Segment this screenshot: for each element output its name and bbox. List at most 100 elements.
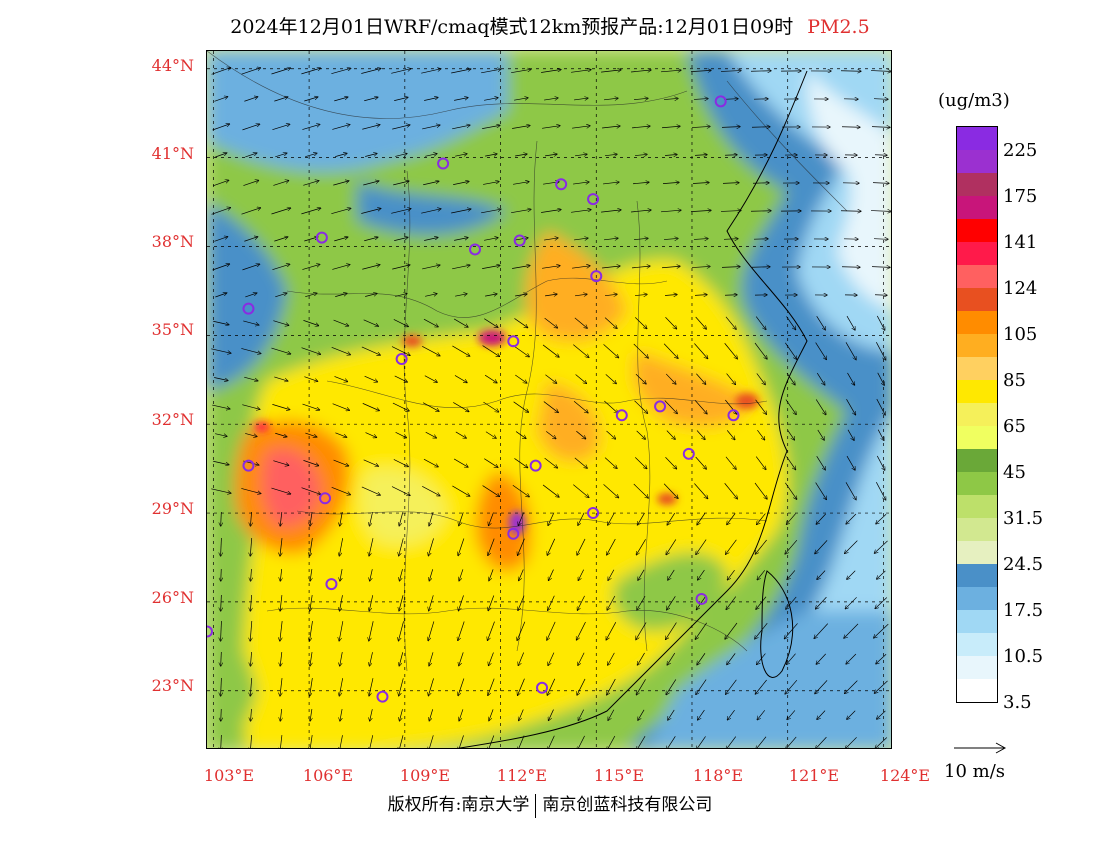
wind-arrow bbox=[874, 680, 888, 693]
wind-arrow bbox=[634, 294, 647, 295]
wind-arrow bbox=[721, 267, 740, 268]
wind-arrow bbox=[633, 182, 649, 184]
wind-arrow bbox=[578, 652, 585, 666]
wind-arrow bbox=[280, 735, 282, 748]
wind-arrow bbox=[489, 652, 494, 665]
wind-arrow bbox=[724, 483, 738, 499]
wind-arrow bbox=[393, 319, 408, 326]
wind-arrow bbox=[755, 316, 766, 330]
wind-arrow bbox=[214, 97, 227, 102]
wind-arrow bbox=[666, 539, 677, 554]
wind-arrow bbox=[452, 125, 470, 130]
wind-arrow bbox=[877, 570, 886, 579]
wind-arrow bbox=[399, 569, 403, 581]
colorbar-swatch bbox=[957, 426, 997, 449]
wind-arrow bbox=[756, 596, 767, 609]
wind-arrow bbox=[608, 512, 615, 525]
wind-arrow bbox=[727, 513, 736, 524]
wind-arrow bbox=[335, 293, 347, 297]
wind-arrow bbox=[271, 347, 290, 354]
wind-arrow bbox=[691, 266, 710, 267]
wind-arrow bbox=[273, 181, 288, 186]
wind-arrow bbox=[489, 512, 494, 525]
wind-arrow bbox=[845, 737, 857, 748]
wind-arrow bbox=[304, 97, 317, 102]
wind-arrow bbox=[221, 537, 222, 556]
city-marker bbox=[587, 193, 600, 206]
wind-arrow bbox=[459, 709, 464, 720]
wind-arrow bbox=[310, 678, 313, 696]
wind-arrow bbox=[302, 124, 319, 130]
wind-arrow bbox=[544, 98, 558, 100]
wind-arrow bbox=[483, 401, 498, 412]
wind-arrow bbox=[302, 403, 320, 410]
wind-arrow bbox=[272, 264, 289, 271]
wind-arrow bbox=[571, 210, 591, 213]
wind-arrow bbox=[846, 455, 855, 470]
colorbar-swatch bbox=[957, 242, 997, 265]
wind-arrow bbox=[603, 344, 619, 357]
wind-arrow bbox=[331, 347, 351, 354]
colorbar-label: 175 bbox=[1003, 186, 1038, 207]
wind-arrow bbox=[428, 678, 434, 695]
city-markers bbox=[207, 95, 740, 703]
wind-arrow bbox=[601, 70, 621, 73]
wind-arrow bbox=[695, 456, 707, 469]
wind-arrow bbox=[512, 344, 529, 356]
wind-arrow bbox=[340, 569, 342, 581]
city-marker bbox=[376, 690, 389, 703]
wind-arrow bbox=[391, 346, 410, 356]
wind-arrow bbox=[518, 512, 525, 526]
wind-arrow bbox=[422, 345, 440, 355]
wind-arrow bbox=[304, 237, 317, 242]
wind-arrow bbox=[423, 181, 439, 186]
wind-arrow bbox=[515, 154, 527, 156]
wind-arrow bbox=[361, 346, 380, 355]
wind-arrow bbox=[542, 484, 559, 497]
wind-arrow bbox=[816, 736, 827, 748]
wind-arrow bbox=[604, 294, 617, 295]
wind-arrow bbox=[573, 484, 588, 498]
wind-arrow bbox=[241, 488, 260, 493]
city-marker bbox=[395, 353, 408, 366]
wind-arrow bbox=[726, 373, 736, 385]
wind-arrow bbox=[785, 679, 798, 694]
wind-arrow bbox=[720, 71, 741, 72]
wind-arrow bbox=[453, 458, 468, 467]
colorbar-label: 141 bbox=[1003, 232, 1038, 253]
wind-arrow bbox=[846, 653, 857, 664]
wind-arrow bbox=[488, 678, 495, 696]
wind-arrow bbox=[482, 125, 500, 129]
wind-arrow bbox=[664, 155, 677, 156]
wind-arrow bbox=[399, 595, 404, 610]
wind-arrow bbox=[214, 237, 227, 242]
wind-arrow bbox=[724, 343, 738, 359]
wind-arrow bbox=[547, 678, 556, 695]
city-marker bbox=[507, 335, 520, 348]
wind-scale-arrow bbox=[954, 742, 1007, 754]
colorbar-swatch bbox=[957, 334, 997, 357]
wind-arrow bbox=[211, 348, 231, 353]
wind-arrow bbox=[665, 373, 676, 384]
wind-arrow bbox=[455, 154, 467, 156]
wind-arrow bbox=[394, 237, 408, 241]
wind-arrow bbox=[662, 266, 680, 267]
wind-arrow bbox=[458, 538, 465, 555]
city-marker bbox=[695, 592, 708, 605]
wind-arrow bbox=[333, 319, 349, 326]
wind-arrow bbox=[722, 183, 739, 184]
wind-arrow bbox=[451, 209, 471, 214]
wind-arrow bbox=[875, 597, 888, 609]
wind-arrow bbox=[573, 182, 589, 184]
colorbar-swatch bbox=[957, 357, 997, 380]
wind-arrow bbox=[575, 374, 587, 384]
wind-arrow bbox=[631, 210, 651, 212]
wind-arrow bbox=[514, 238, 528, 241]
wind-arrow bbox=[574, 317, 587, 328]
colorbar-swatch bbox=[957, 150, 997, 173]
wind-arrow bbox=[663, 98, 678, 99]
wind-arrow bbox=[301, 208, 320, 215]
wind-arrow bbox=[392, 402, 409, 411]
wind-arrow bbox=[845, 342, 856, 359]
wind-arrow bbox=[727, 569, 735, 580]
